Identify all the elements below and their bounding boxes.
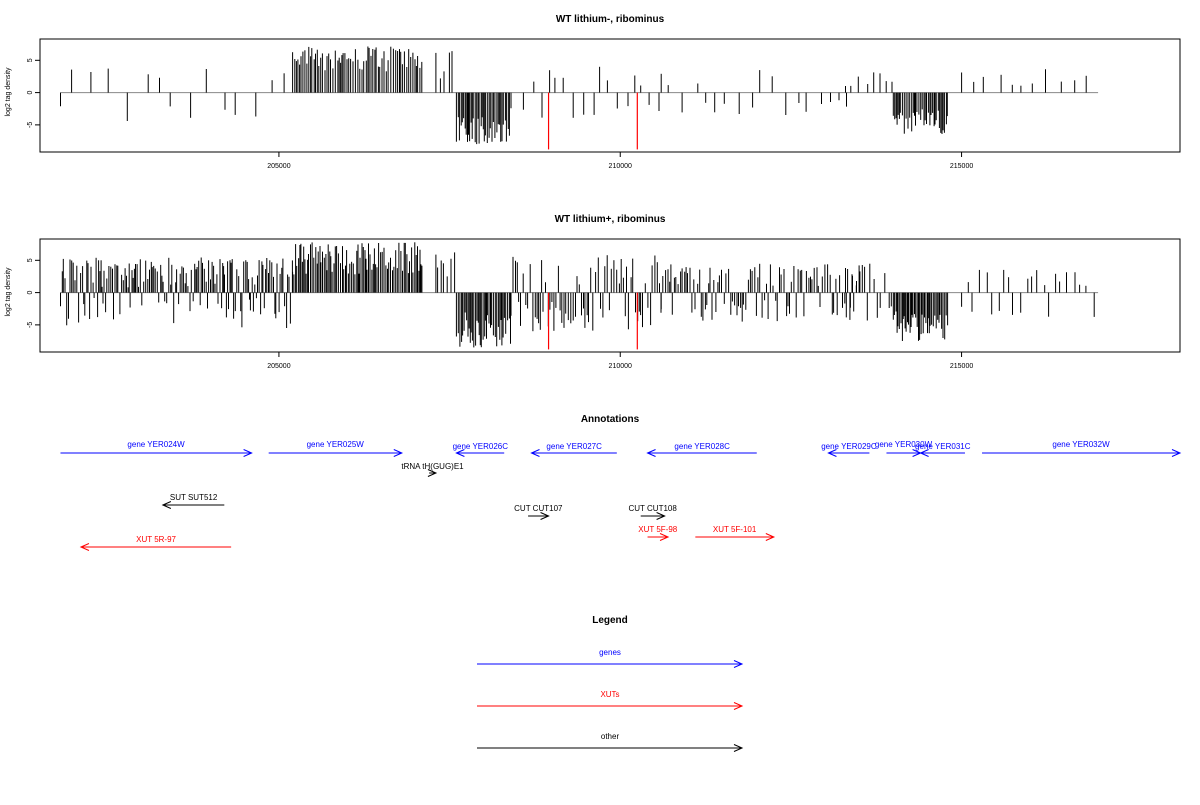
legend-label: genes — [599, 648, 621, 657]
x-tick-label: 210000 — [609, 163, 632, 170]
arrowhead — [733, 744, 744, 752]
feature-label: XUT 5R-97 — [136, 535, 176, 544]
feature-label: gene YER031C — [915, 442, 971, 451]
feature-label: gene YER032W — [1052, 440, 1110, 449]
arrowhead — [161, 501, 172, 509]
feature-label: gene YER028C — [674, 442, 730, 451]
y-axis-label: log2 tag density — [5, 67, 12, 117]
track-panel-lithium-plus: WT lithium+, ribominus log2 tag density … — [5, 214, 1181, 370]
panel-title: WT lithium+, ribominus — [555, 214, 666, 225]
legend: Legend genes XUTs other — [477, 615, 744, 752]
y-tick-label: 5 — [27, 58, 34, 62]
feature-XUTs: XUT 5R-97 — [79, 535, 232, 551]
feature-XUTs: XUT 5F-101 — [695, 525, 776, 541]
x-tick-label: 215000 — [950, 363, 973, 370]
x-tick-label: 215000 — [950, 163, 973, 170]
bar-series — [60, 242, 1099, 350]
axes: 205000 210000 215000 -5 0 5 — [27, 58, 973, 170]
y-tick-label: 5 — [27, 258, 34, 262]
arrowhead — [919, 449, 929, 457]
arrowhead — [540, 512, 550, 520]
legend-item-other: other — [477, 732, 744, 752]
feature-label: SUT SUT512 — [170, 493, 218, 502]
axes: 205000 210000 215000 -5 0 5 — [27, 258, 973, 370]
legend-item-xuts: XUTs — [477, 690, 744, 710]
bar-series — [60, 46, 1099, 150]
plot-frame — [39, 238, 1181, 353]
feature-genes: gene YER029C — [821, 442, 877, 457]
arrowhead — [765, 533, 776, 541]
panel-title: WT lithium-, ribominus — [556, 14, 665, 25]
arrowhead — [427, 469, 438, 477]
arrowhead — [827, 449, 837, 457]
feature-label: gene YER026C — [453, 442, 509, 451]
y-tick-label: -5 — [27, 122, 34, 128]
feature-label: gene YER027C — [546, 442, 602, 451]
feature-XUTs: XUT 5F-98 — [638, 525, 678, 541]
feature-other: CUT CUT107 — [514, 504, 563, 520]
annotations-title: Annotations — [581, 414, 640, 425]
feature-genes: gene YER031C — [915, 442, 971, 457]
plot-frame — [39, 38, 1181, 153]
feature-label: CUT CUT108 — [629, 504, 678, 513]
legend-label: XUTs — [600, 690, 619, 699]
feature-genes: gene YER027C — [530, 442, 617, 457]
feature-other: CUT CUT108 — [629, 504, 678, 520]
feature-genes: gene YER024W — [60, 440, 253, 457]
x-tick-label: 205000 — [267, 363, 290, 370]
legend-title: Legend — [592, 615, 628, 626]
arrowhead — [530, 449, 540, 457]
arrowhead — [659, 533, 670, 541]
y-axis-label: log2 tag density — [5, 267, 12, 317]
y-tick-label: 0 — [27, 91, 34, 95]
feature-label: CUT CUT107 — [514, 504, 563, 513]
legend-items: genes XUTs other — [477, 648, 744, 752]
arrowhead — [455, 449, 465, 457]
arrowhead — [733, 660, 744, 668]
arrowhead — [646, 449, 656, 457]
arrowhead — [243, 449, 253, 457]
feature-genes: gene YER025W — [268, 440, 404, 457]
feature-genes: gene YER026C — [453, 442, 509, 457]
feature-label: tRNA tH(GUG)E1 — [401, 462, 464, 471]
x-tick-label: 210000 — [609, 363, 632, 370]
arrowhead — [393, 449, 404, 457]
feature-label: gene YER024W — [127, 440, 185, 449]
x-tick-label: 205000 — [267, 163, 290, 170]
annotation-features: gene YER024W gene YER025W gene YER026C gene… — [60, 440, 1182, 551]
feature-other: SUT SUT512 — [161, 493, 225, 509]
feature-label: gene YER030W — [875, 440, 933, 449]
arrowhead — [79, 543, 90, 551]
feature-genes: gene YER032W — [982, 440, 1182, 457]
feature-genes: gene YER028C — [646, 442, 757, 457]
legend-label: other — [601, 732, 620, 741]
feature-label: gene YER029C — [821, 442, 877, 451]
arrowhead — [656, 512, 666, 520]
y-tick-label: 0 — [27, 291, 34, 295]
feature-other: tRNA tH(GUG)E1 — [401, 462, 464, 477]
feature-label: XUT 5F-101 — [713, 525, 757, 534]
y-tick-label: -5 — [27, 322, 34, 328]
feature-label: XUT 5F-98 — [638, 525, 678, 534]
legend-item-genes: genes — [477, 648, 744, 668]
arrowhead — [733, 702, 744, 710]
feature-label: gene YER025W — [307, 440, 365, 449]
track-panel-lithium-minus: WT lithium-, ribominus log2 tag density … — [5, 14, 1181, 170]
annotation-track: Annotations gene YER024W gene YER025W gene… — [60, 414, 1182, 551]
arrowhead — [1171, 449, 1182, 457]
